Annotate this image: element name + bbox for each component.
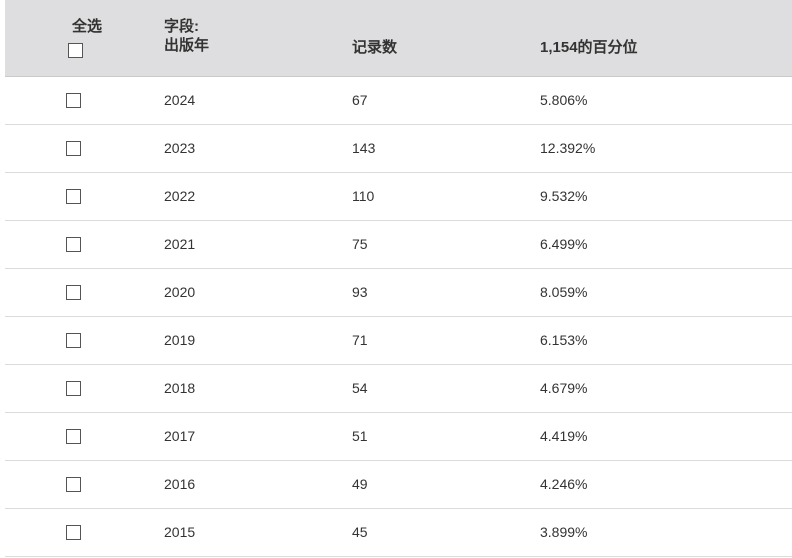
field-label: 字段: [164,18,199,35]
percent-cell: 4.679% [540,380,588,396]
table-row: 2017 51 4.419% [5,413,792,461]
year-cell: 2016 [164,476,196,492]
year-cell: 2019 [164,332,196,348]
select-all-label: 全选 [72,18,103,35]
count-cell: 49 [352,476,368,492]
percent-cell: 8.059% [540,284,588,300]
row-checkbox[interactable] [66,525,81,540]
field-column-header: 字段: 出版年 [164,17,209,55]
table-row: 2015 45 3.899% [5,509,792,557]
row-checkbox[interactable] [66,189,81,204]
percent-cell: 5.806% [540,92,588,108]
percent-cell: 4.246% [540,476,588,492]
count-cell: 71 [352,332,368,348]
percent-cell: 4.419% [540,428,588,444]
results-table: 全选 字段: 出版年 记录数 1,154的百分位 2024 67 5.806% … [5,0,792,557]
row-checkbox[interactable] [66,93,81,108]
count-cell: 143 [352,140,376,156]
percent-cell: 9.532% [540,188,588,204]
row-checkbox[interactable] [66,237,81,252]
table-row: 2019 71 6.153% [5,317,792,365]
count-cell: 110 [352,188,375,204]
year-cell: 2018 [164,380,196,396]
count-cell: 75 [352,236,368,252]
percent-column-header: 1,154的百分位 [540,39,638,56]
table-row: 2020 93 8.059% [5,269,792,317]
year-cell: 2017 [164,428,196,444]
table-header: 全选 字段: 出版年 记录数 1,154的百分位 [5,0,792,77]
year-cell: 2021 [164,236,196,252]
row-checkbox[interactable] [66,429,81,444]
select-all-checkbox[interactable] [68,43,83,58]
count-cell: 67 [352,92,368,108]
row-checkbox[interactable] [66,285,81,300]
row-checkbox[interactable] [66,381,81,396]
field-name: 出版年 [164,37,210,54]
percent-cell: 6.153% [540,332,588,348]
row-checkbox[interactable] [66,141,81,156]
table-row: 2016 49 4.246% [5,461,792,509]
count-cell: 45 [352,524,368,540]
year-cell: 2023 [164,140,196,156]
row-checkbox[interactable] [66,477,81,492]
count-cell: 51 [352,428,368,444]
year-cell: 2024 [164,92,196,108]
percent-cell: 6.499% [540,236,588,252]
year-cell: 2015 [164,524,196,540]
count-cell: 54 [352,380,368,396]
table-row: 2022 110 9.532% [5,173,792,221]
year-cell: 2022 [164,188,196,204]
count-column-header: 记录数 [352,39,398,56]
count-cell: 93 [352,284,368,300]
row-checkbox[interactable] [66,333,81,348]
table-row: 2018 54 4.679% [5,365,792,413]
percent-cell: 12.392% [540,140,596,156]
table-row: 2023 143 12.392% [5,125,792,173]
table-row: 2021 75 6.499% [5,221,792,269]
year-cell: 2020 [164,284,196,300]
percent-cell: 3.899% [540,524,588,540]
table-row: 2024 67 5.806% [5,77,792,125]
